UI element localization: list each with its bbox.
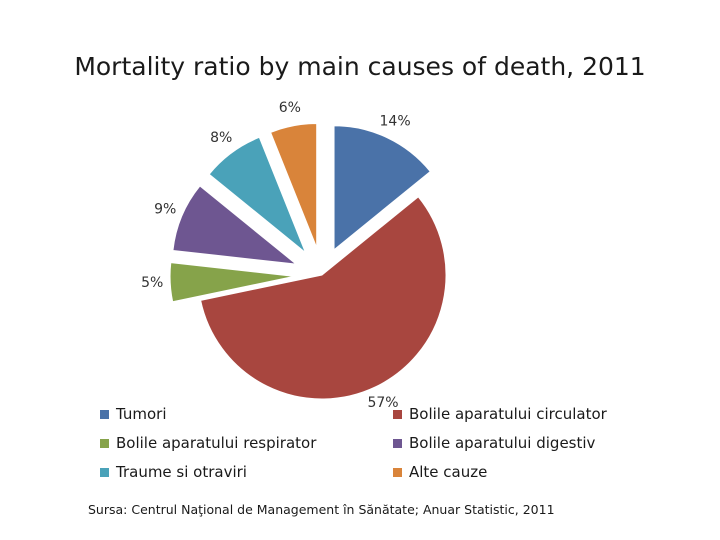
legend-label: Bolile aparatului digestiv — [409, 434, 596, 452]
legend-item-traume: Traume si otraviri — [100, 463, 247, 481]
data-label-2: 5% — [141, 275, 163, 291]
legend-swatch — [393, 409, 402, 419]
legend-label: Bolile aparatului circulator — [409, 405, 607, 423]
legend-swatch — [100, 467, 109, 477]
legend-swatch — [393, 438, 402, 448]
data-label-4: 8% — [210, 130, 232, 146]
legend-label: Tumori — [116, 405, 167, 423]
data-label-1: 57% — [367, 395, 398, 411]
legend-swatch — [100, 438, 109, 448]
chart-title: Mortality ratio by main causes of death,… — [74, 52, 646, 81]
legend-label: Traume si otraviri — [116, 463, 247, 481]
pie-slice-2 — [169, 262, 295, 303]
legend-swatch — [100, 409, 109, 419]
legend-item-tumori: Tumori — [100, 405, 167, 423]
legend-label: Bolile aparatului respirator — [116, 434, 317, 452]
data-label-3: 9% — [154, 201, 176, 217]
legend-item-alte-cauze: Alte cauze — [393, 463, 487, 481]
legend-item-digestiv: Bolile aparatului digestiv — [393, 434, 595, 452]
pie-slice-5 — [269, 123, 318, 248]
legend-item-circulator: Bolile aparatului circulator — [393, 405, 607, 423]
legend-label: Alte cauze — [409, 463, 488, 481]
legend-swatch — [393, 467, 402, 477]
pie-slice-4 — [208, 136, 307, 255]
legend-item-respirator: Bolile aparatului respirator — [100, 434, 316, 452]
pie-slice-0 — [333, 125, 431, 251]
pie-slice-1 — [200, 196, 447, 400]
data-label-5: 6% — [279, 100, 301, 116]
source-note: Sursa: Centrul Naţional de Management în… — [88, 502, 555, 517]
pie-slice-3 — [172, 185, 298, 265]
data-label-0: 14% — [380, 114, 411, 130]
